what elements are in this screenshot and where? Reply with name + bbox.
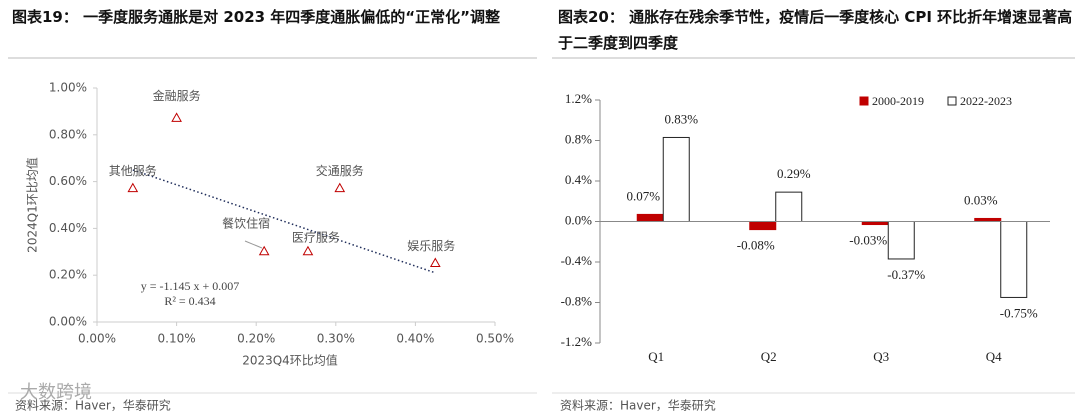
bar [775, 191, 803, 222]
point-label: 娱乐服务 [407, 238, 455, 253]
x-tick-label: 0.00% [78, 332, 116, 346]
bar [662, 136, 690, 222]
point-label: 金融服务 [153, 88, 201, 103]
source: 资料来源：Haver，华泰研究 [560, 398, 716, 413]
y-tick-label: -1.2% [561, 334, 593, 349]
y-tick-label: -0.4% [561, 253, 593, 268]
y-tick-label: 0.0% [565, 212, 592, 227]
x-tick-label: 0.10% [158, 332, 196, 346]
bar [887, 221, 915, 260]
y-tick-label: 0.00% [49, 315, 87, 329]
bar [636, 213, 664, 223]
value-label: -0.75% [1000, 305, 1038, 320]
value-label: -0.03% [849, 233, 887, 248]
y-tick-label: 0.40% [49, 221, 87, 235]
y-tick-label: 0.60% [49, 174, 87, 188]
scatter-point [171, 112, 182, 122]
legend-label: 2022-2023 [960, 94, 1012, 108]
x-tick-label: Q1 [648, 349, 664, 364]
scatter-point [302, 245, 314, 256]
x-tick-label: 0.20% [237, 332, 275, 346]
scatter-point [429, 257, 441, 267]
y-tick-label: 0.20% [49, 268, 87, 282]
y-tick-label: 0.4% [565, 172, 592, 187]
x-axis-label: 2023Q4环比均值 [242, 353, 338, 368]
scatter-point [334, 182, 346, 193]
scatter-point [258, 245, 270, 256]
x-tick-label: 0.40% [396, 332, 434, 346]
legend-swatch [947, 96, 957, 106]
annotation: y = -1.145 x + 0.007 [141, 279, 240, 293]
x-tick-label: 0.50% [476, 332, 514, 346]
point-label: 其他服务 [109, 163, 157, 178]
value-label: -0.08% [737, 238, 775, 253]
scatter-point [127, 182, 139, 193]
point-label: 交通服务 [316, 163, 364, 178]
value-label: -0.37% [887, 267, 925, 282]
bar [749, 221, 777, 231]
x-tick-label: Q3 [873, 349, 889, 364]
y-tick-label: 1.2% [565, 91, 592, 106]
legend-label: 2000-2019 [872, 94, 924, 108]
legend-swatch [859, 96, 869, 106]
y-tick-label: -0.8% [561, 293, 593, 308]
x-tick-label: Q4 [986, 349, 1002, 364]
annotation: R² = 0.434 [164, 294, 215, 308]
y-tick-label: 0.8% [565, 131, 592, 146]
label-leader [244, 240, 263, 249]
value-label: 0.03% [964, 192, 998, 207]
bar [1000, 221, 1028, 298]
chart-title: 图表20： 通胀存在残余季节性，疫情后一季度核心 CPI 环比折年增速显著高于二… [558, 8, 1073, 52]
value-label: 0.83% [664, 111, 698, 126]
y-axis-label: 2024Q1环比均值 [25, 157, 40, 253]
watermark: 大数跨境 [20, 382, 92, 403]
y-tick-label: 0.80% [49, 127, 87, 141]
point-label: 餐饮住宿 [222, 215, 270, 230]
value-label: 0.29% [777, 166, 811, 181]
trendline [132, 169, 436, 274]
chart-title: 图表19： 一季度服务通胀是对 2023 年四季度通胀偏低的“正常化”调整 [12, 8, 501, 26]
source: 资料来源：Haver，华泰研究 [15, 398, 171, 413]
y-tick-label: 1.00% [49, 81, 87, 95]
value-label: 0.07% [626, 188, 660, 203]
x-tick-label: 0.30% [317, 332, 355, 346]
x-tick-label: Q2 [761, 349, 777, 364]
point-label: 医疗服务 [292, 229, 340, 244]
